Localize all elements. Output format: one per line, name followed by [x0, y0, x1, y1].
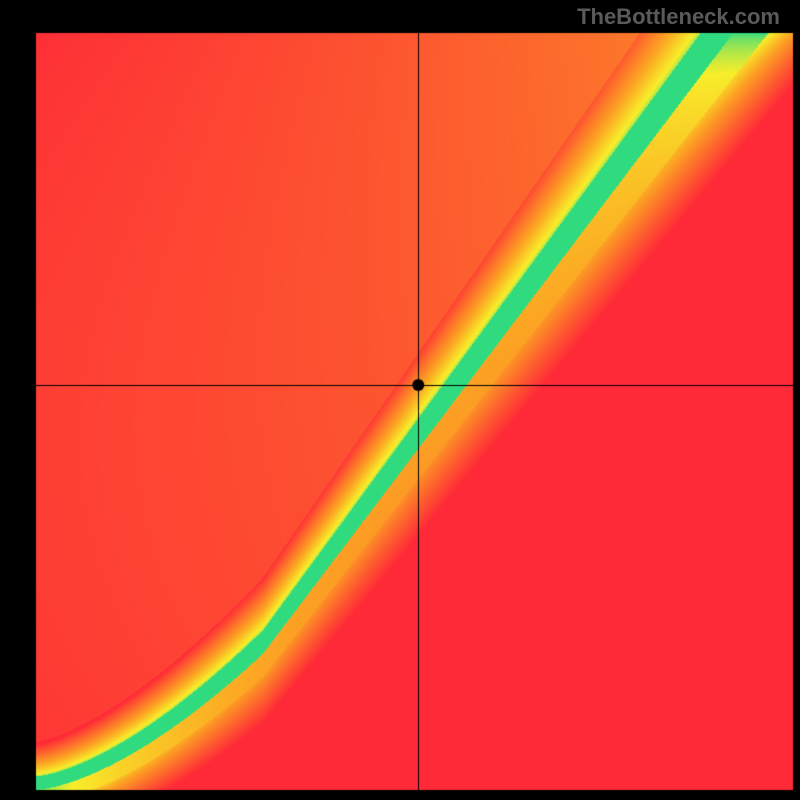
- watermark-text: TheBottleneck.com: [577, 4, 780, 30]
- root: TheBottleneck.com: [0, 0, 800, 800]
- bottleneck-heatmap: [0, 0, 800, 800]
